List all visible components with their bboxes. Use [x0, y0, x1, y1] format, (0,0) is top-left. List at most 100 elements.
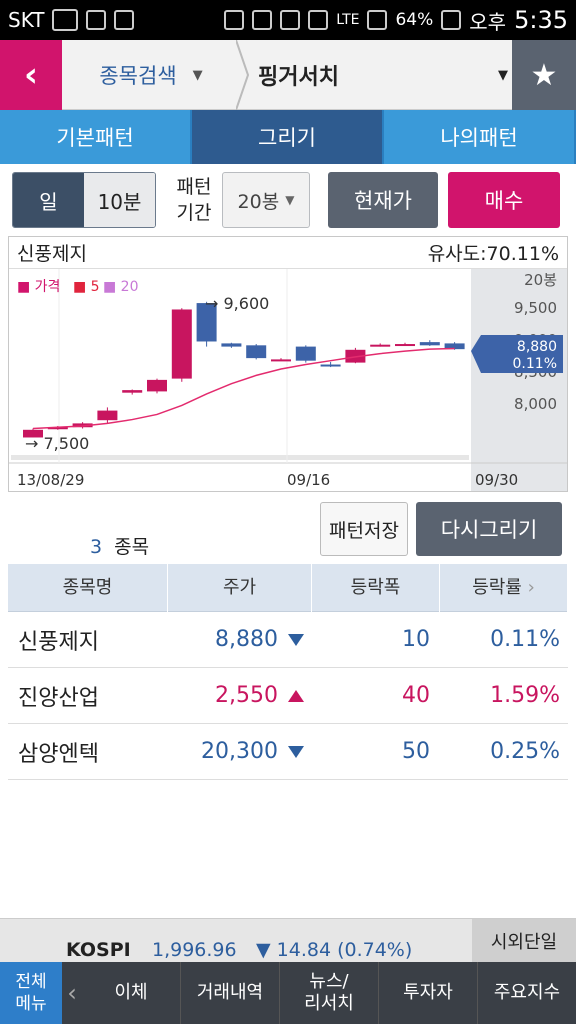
index-change: ▼ 14.84 (0.74%) — [256, 939, 413, 961]
result-table: 종목명 주가 등락폭 등락률 › 신풍제지 8,880 10 0.11% 진양산… — [8, 563, 568, 780]
index-value: 1,996.96 — [152, 939, 237, 961]
ampm-label: 오후 — [469, 9, 507, 34]
period-value: 20봉 — [237, 190, 280, 213]
clock-label: 5:35 — [514, 6, 568, 34]
high-annotation: → 9,600 — [205, 294, 269, 313]
table-row[interactable]: 신풍제지 8,880 10 0.11% — [8, 612, 568, 668]
table-row[interactable]: 진양산업 2,550 40 1.59% — [8, 668, 568, 724]
screen-title-dropdown[interactable]: 핑거서치 ▼ — [258, 40, 512, 110]
col-rate[interactable]: 등락률 › — [440, 563, 568, 612]
mute-icon — [280, 10, 301, 30]
legend-ma5: ■ 5 — [73, 279, 100, 295]
table-row[interactable]: 삼양엔텍 20,300 50 0.25% — [8, 724, 568, 780]
redraw-button[interactable]: 다시그리기 — [416, 502, 562, 556]
nav-news[interactable]: 뉴스/ 리서치 — [280, 962, 379, 1024]
chevron-left-icon[interactable]: ‹ — [67, 979, 77, 1007]
legend-ma20: ■ 20 — [103, 279, 139, 295]
v3-app-icon — [86, 10, 107, 30]
carrier-label: SKT — [8, 8, 45, 32]
result-count-number: 3 — [90, 536, 103, 558]
chart-stock-name: 신풍제지 — [17, 243, 87, 265]
timeframe-toggle: 일 10분 — [12, 172, 156, 228]
back-button[interactable]: ‹ — [0, 40, 62, 110]
bluetooth-icon — [252, 10, 273, 30]
candle — [419, 342, 440, 346]
pattern-chart[interactable]: 신풍제지 유사도:70.11% 20봉9,5009,0008,5008,000 … — [8, 236, 568, 492]
row-name: 진양산업 — [18, 685, 99, 711]
nav-investor[interactable]: 투자자 — [379, 962, 478, 1024]
candle — [395, 344, 415, 347]
chevron-down-icon: ▼ — [498, 67, 508, 83]
tab-basic-pattern[interactable]: 기본패턴 — [0, 110, 192, 164]
down-arrow-icon — [288, 745, 304, 758]
down-arrow-icon — [288, 633, 304, 646]
day-button[interactable]: 일 — [13, 173, 84, 227]
10min-button[interactable]: 10분 — [84, 173, 155, 227]
row-price-value: 20,300 — [201, 739, 278, 764]
plot-area — [9, 269, 471, 491]
row-price: 8,880 — [168, 627, 312, 652]
status-bar: SKT LTE 64% 오후 5:35 — [0, 0, 576, 40]
pattern-tabs: 기본패턴 그리기 나의패턴 — [0, 110, 576, 164]
table-header: 종목명 주가 등락폭 등락률 › — [8, 563, 568, 612]
similarity-label: 유사도:70.11% — [427, 243, 559, 265]
candle — [295, 346, 316, 361]
candle — [122, 390, 143, 393]
candle — [97, 410, 118, 421]
low-annotation: → 7,500 — [25, 434, 89, 453]
candle — [444, 343, 465, 350]
index-ticker[interactable]: KOSPI 1,996.96 ▼ 14.84 (0.74%) 시외단일 — [0, 918, 576, 963]
full-menu-button[interactable]: 전체 메뉴 — [0, 962, 62, 1024]
after-hours-button[interactable]: 시외단일 — [472, 919, 576, 963]
tab-draw[interactable]: 그리기 — [192, 110, 384, 164]
chevron-down-icon: ▼ — [285, 193, 295, 207]
row-price-value: 2,550 — [215, 683, 278, 708]
x-label-start: 13/08/29 — [17, 471, 84, 489]
nav-transfer[interactable]: 이체 — [82, 962, 181, 1024]
row-name: 삼양엔텍 — [18, 741, 99, 767]
y-tick-label: 8,000 — [514, 395, 557, 413]
row-price-value: 8,880 — [215, 627, 278, 652]
screen-title: 핑거서치 — [258, 65, 339, 90]
battery-icon — [441, 10, 462, 30]
y-tick-label: 20봉 — [524, 271, 557, 289]
current-price-button[interactable]: 현재가 — [328, 172, 438, 228]
candle — [246, 345, 267, 359]
tab-my-pattern[interactable]: 나의패턴 — [384, 110, 576, 164]
candle — [196, 303, 217, 342]
legend-price: ■ 가격 — [17, 279, 60, 295]
row-price: 20,300 — [168, 739, 312, 764]
battery-label: 64% — [395, 10, 434, 30]
scroll-track[interactable] — [11, 455, 469, 460]
eye-icon — [224, 10, 245, 30]
save-pattern-button[interactable]: 패턴저장 — [320, 502, 408, 556]
alarm-icon — [308, 10, 329, 30]
chevron-right-icon[interactable]: › — [527, 576, 535, 598]
result-count: 3 종목 — [90, 532, 149, 559]
candles — [23, 301, 465, 438]
back-arrow-icon: ‹ — [23, 55, 38, 95]
bottom-nav: 전체 메뉴 ‹ 이체 거래내역 뉴스/ 리서치 투자자 주요지수 — [0, 962, 576, 1024]
row-change: 10 — [402, 627, 430, 652]
period-select[interactable]: 20봉 ▼ — [222, 172, 310, 228]
y-axis-panel — [471, 269, 567, 491]
tag-change: 0.11% — [513, 356, 557, 372]
col-price[interactable]: 주가 — [168, 563, 312, 612]
stock-search-label: 종목검색 — [99, 64, 177, 88]
favorites-button[interactable]: ★ — [512, 40, 576, 110]
nav-indices[interactable]: 주요지수 — [493, 982, 561, 1003]
stock-search-dropdown[interactable]: 종목검색 ▼ — [66, 40, 236, 110]
y-tick-label: 9,500 — [514, 299, 557, 317]
col-name[interactable]: 종목명 — [8, 563, 168, 612]
top-bar: ‹ 종목검색 ▼ 핑거서치 ▼ ★ — [0, 40, 576, 110]
candle — [320, 364, 341, 367]
col-change[interactable]: 등락폭 — [312, 563, 440, 612]
candle — [23, 429, 43, 438]
result-count-unit: 종목 — [114, 536, 150, 558]
row-price: 2,550 — [168, 683, 312, 708]
star-list-icon: ★ — [530, 57, 558, 93]
index-name: KOSPI — [66, 939, 131, 961]
buy-button[interactable]: 매수 — [448, 172, 560, 228]
nav-history[interactable]: 거래내역 — [181, 962, 280, 1024]
